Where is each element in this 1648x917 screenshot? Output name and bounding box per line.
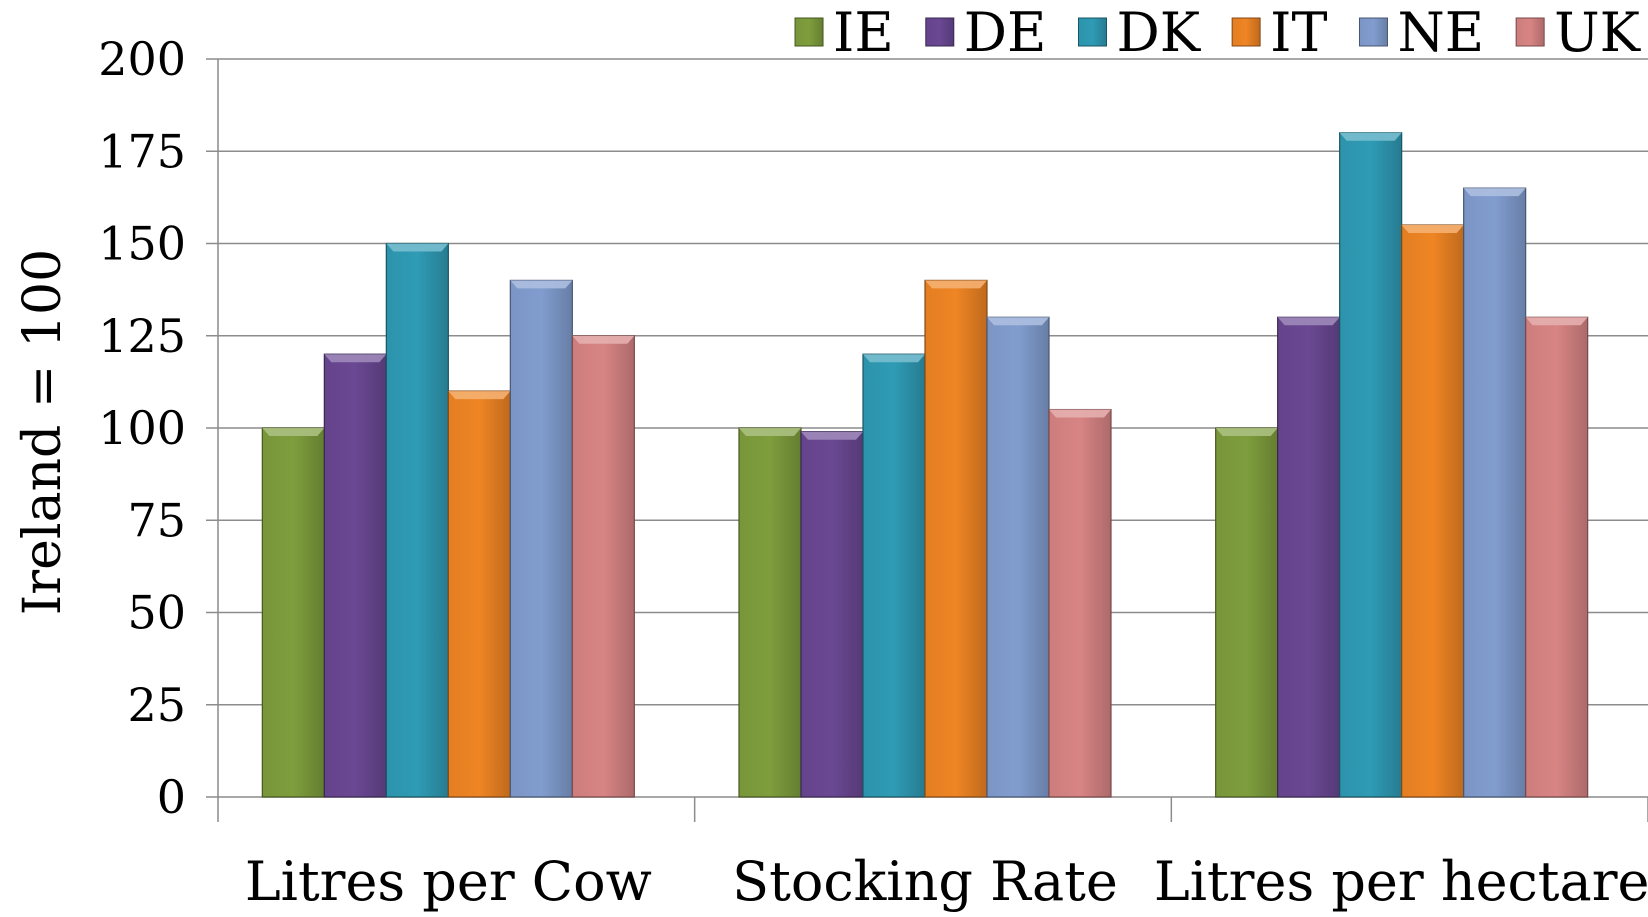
y-tick-label: 125 (98, 309, 186, 363)
legend-swatch (925, 17, 955, 47)
y-tick-label: 0 (157, 770, 186, 824)
category-labels: Litres per Cow Stocking Rate Litres per he… (245, 850, 1648, 913)
legend-label: NE (1397, 1, 1484, 64)
y-tick-label: 75 (127, 493, 186, 547)
legend-item-de: DE (925, 1, 1047, 64)
legend-item-it: IT (1231, 1, 1327, 64)
bar-ie-stocking-rate (738, 427, 802, 798)
legend-item-ie: IE (794, 1, 894, 64)
bar-it-litres-per-hectare (1401, 224, 1465, 798)
bar-dk-litres-per-hectare (1339, 132, 1403, 798)
bar-ie-litres-per-hectare (1215, 427, 1279, 798)
bar-it-stocking-rate (924, 279, 988, 798)
legend-swatch (794, 17, 824, 47)
bar-ne-litres-per-cow (509, 279, 573, 798)
y-tick-label: 50 (127, 586, 186, 640)
bar-uk-litres-per-cow (571, 335, 635, 798)
bar-ie-litres-per-cow (261, 427, 325, 798)
legend-label: IE (833, 1, 894, 64)
legend-label: IT (1270, 1, 1327, 64)
legend: IE DE DK IT NE UK (794, 1, 1642, 64)
bar-it-litres-per-cow (447, 390, 511, 798)
bar-ne-litres-per-hectare (1463, 187, 1527, 798)
bars (261, 132, 1589, 798)
bar-de-litres-per-hectare (1277, 316, 1341, 798)
bar-dk-litres-per-cow (385, 242, 449, 798)
x-category-label: Litres per Cow (245, 850, 652, 913)
legend-label: DE (964, 1, 1047, 64)
x-category-label: Litres per hectare (1154, 850, 1648, 913)
legend-swatch (1358, 17, 1388, 47)
legend-swatch (1515, 17, 1545, 47)
legend-label: UK (1554, 1, 1642, 64)
y-axis-title: Ireland = 100 (13, 249, 73, 615)
legend-item-ne: NE (1358, 1, 1484, 64)
x-category-label: Stocking Rate (732, 850, 1118, 913)
y-tick-label: 25 (127, 678, 186, 732)
y-tick-label: 100 (98, 401, 186, 455)
bar-dk-stocking-rate (862, 353, 926, 798)
legend-swatch (1077, 17, 1107, 47)
bar-de-stocking-rate (800, 431, 864, 798)
legend-item-uk: UK (1515, 1, 1642, 64)
bar-de-litres-per-cow (323, 353, 387, 798)
y-tick-label: 150 (98, 217, 186, 271)
y-tick-label: 175 (98, 124, 186, 178)
axes (206, 58, 1648, 822)
bar-uk-stocking-rate (1048, 408, 1112, 798)
tick-labels: 0 25 50 75 100 125 150 175 200 (98, 32, 186, 824)
legend-item-dk: DK (1077, 1, 1202, 64)
legend-swatch (1231, 17, 1261, 47)
bar-uk-litres-per-hectare (1525, 316, 1589, 798)
bar-ne-stocking-rate (986, 316, 1050, 798)
y-tick-label: 200 (98, 32, 186, 86)
legend-label: DK (1116, 1, 1201, 64)
